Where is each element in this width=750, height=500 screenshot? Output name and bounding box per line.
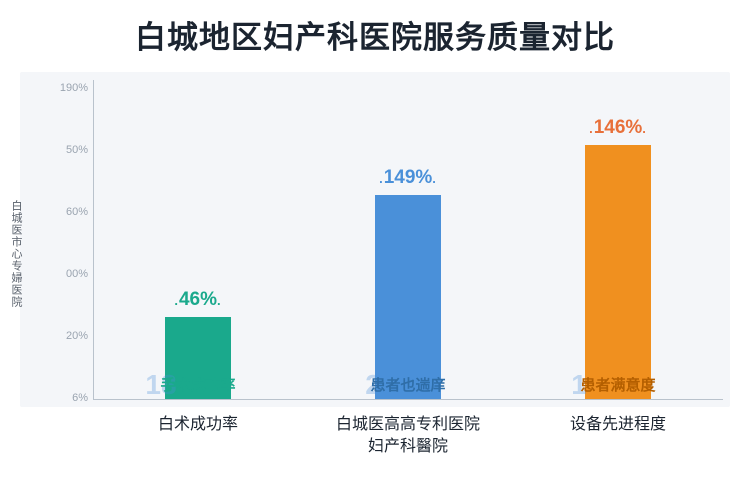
x-category-label-1: 白术成功率 (93, 414, 303, 436)
y-tick-label: 50% (65, 144, 88, 156)
bar-2-inner-label: 患者也遄庠 (370, 377, 446, 394)
bar-1-inner: 18 手术成功率 .46%. (145, 289, 235, 400)
x-category-line-1: 设备先进程度 (569, 416, 666, 433)
bar-3[interactable] (585, 145, 651, 399)
bar-2-ghost-number: 2 (365, 369, 381, 400)
bar-3-ghost-number: 1 (571, 369, 587, 400)
bar-1[interactable] (165, 317, 231, 399)
bars-layer: 18 手术成功率 .46%. 2 患者也遄庠 .149%. 1 患者满意度 .1… (93, 80, 723, 400)
x-axis-line (93, 399, 723, 400)
y-axis-label: 白城医市心专婦医院 (10, 200, 22, 308)
bar-1-ghost-number: 18 (145, 369, 177, 400)
bar-group-3: 1 患者满意度 .146%. (513, 80, 723, 400)
bar-1-value-label: .46%. (174, 289, 222, 310)
y-tick-label: 190% (59, 82, 88, 94)
bar-group-2: 2 患者也遄庠 .149%. (303, 80, 513, 400)
x-category-label-3: 设备先进程度 (513, 414, 723, 436)
bar-3-value-label: .146%. (589, 117, 647, 138)
x-category-line-2: 妇产科醫院 (367, 438, 448, 455)
x-category-line-1: 白术成功率 (157, 416, 238, 433)
x-category-line-1: 白城医高高专利医院 (335, 416, 480, 433)
chart-title: 白城地区妇产科医院服务质量对比 (135, 20, 615, 55)
y-tick-label: 60% (65, 206, 88, 218)
bar-3-inner-label: 患者满意度 (580, 377, 656, 394)
x-category-label-2: 白城医高高专利医院 妇产科醫院 (303, 414, 513, 458)
y-tick-label: 20% (65, 330, 88, 342)
bar-3-inner: 1 患者满意度 .146%. (571, 117, 655, 400)
bar-2-inner: 2 患者也遄庠 .149%. (365, 167, 445, 400)
y-tick-label: 00% (65, 268, 88, 280)
bar-group-1: 18 手术成功率 .46%. (93, 80, 303, 400)
bar-2-value-label: .149%. (379, 167, 437, 188)
bar-1-inner-label: 手术成功率 (160, 377, 236, 394)
bar-2[interactable] (375, 195, 441, 399)
y-tick-label: 6% (72, 392, 88, 404)
y-axis-line (93, 80, 94, 400)
